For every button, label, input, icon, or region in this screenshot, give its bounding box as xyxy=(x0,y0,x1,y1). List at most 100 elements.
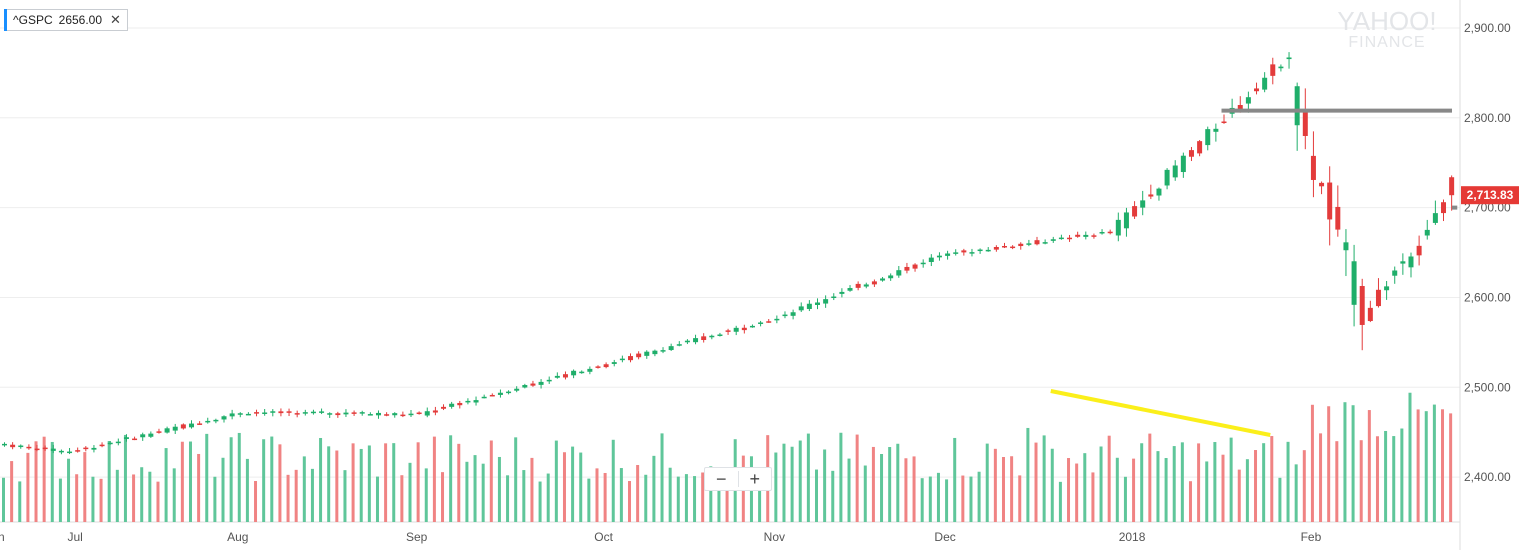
candle-body[interactable] xyxy=(481,396,487,399)
candle-body[interactable] xyxy=(1140,200,1146,208)
candle-body[interactable] xyxy=(83,447,89,450)
candle-body[interactable] xyxy=(758,322,764,324)
candle-body[interactable] xyxy=(1319,182,1325,187)
candle-body[interactable] xyxy=(1286,57,1292,60)
candle-body[interactable] xyxy=(587,368,593,372)
candle-body[interactable] xyxy=(132,438,138,441)
candle-body[interactable] xyxy=(806,303,812,309)
candle-body[interactable] xyxy=(375,412,381,416)
candle-body[interactable] xyxy=(294,413,300,415)
candle-body[interactable] xyxy=(611,362,617,364)
candle-body[interactable] xyxy=(237,413,243,415)
candle-body[interactable] xyxy=(839,291,845,294)
candle-body[interactable] xyxy=(1083,234,1089,237)
candle-body[interactable] xyxy=(863,284,869,287)
candle-body[interactable] xyxy=(441,406,447,409)
candle-body[interactable] xyxy=(140,434,146,438)
candle-body[interactable] xyxy=(684,340,690,343)
candle-body[interactable] xyxy=(514,388,520,391)
candle-body[interactable] xyxy=(254,412,260,414)
candle-body[interactable] xyxy=(912,264,918,269)
candle-body[interactable] xyxy=(888,275,894,279)
candle-body[interactable] xyxy=(636,353,642,358)
candle-body[interactable] xyxy=(424,411,430,416)
candle-body[interactable] xyxy=(180,424,186,429)
candle-body[interactable] xyxy=(164,428,170,433)
candle-body[interactable] xyxy=(1302,110,1308,136)
candle-body[interactable] xyxy=(619,358,625,361)
candle-body[interactable] xyxy=(278,411,284,414)
candle-body[interactable] xyxy=(197,423,203,425)
candle-body[interactable] xyxy=(668,346,674,351)
candle-body[interactable] xyxy=(1270,64,1276,76)
candle-body[interactable] xyxy=(554,375,560,378)
candle-body[interactable] xyxy=(286,411,292,413)
candle-body[interactable] xyxy=(1213,128,1219,132)
candle-body[interactable] xyxy=(327,413,333,415)
zoom-out-button[interactable]: − xyxy=(715,469,727,489)
candle-body[interactable] xyxy=(847,288,853,291)
candle-body[interactable] xyxy=(969,252,975,254)
candle-body[interactable] xyxy=(1205,129,1211,146)
candle-body[interactable] xyxy=(1343,242,1349,251)
candle-body[interactable] xyxy=(1180,155,1186,173)
candle-body[interactable] xyxy=(1075,234,1081,237)
candle-body[interactable] xyxy=(1091,235,1097,237)
candle-body[interactable] xyxy=(725,330,731,332)
candle-body[interactable] xyxy=(871,281,877,285)
candle-body[interactable] xyxy=(1294,86,1300,126)
candle-body[interactable] xyxy=(1148,194,1154,197)
candle-body[interactable] xyxy=(1197,141,1203,154)
candle-body[interactable] xyxy=(880,278,886,281)
candle-body[interactable] xyxy=(798,306,804,311)
candle-body[interactable] xyxy=(205,420,211,423)
candle-body[interactable] xyxy=(432,410,438,413)
candle-body[interactable] xyxy=(782,314,788,317)
candle-body[interactable] xyxy=(936,255,942,258)
candle-body[interactable] xyxy=(1416,245,1422,256)
candle-body[interactable] xyxy=(530,383,536,386)
candle-body[interactable] xyxy=(172,426,178,431)
candle-body[interactable] xyxy=(1262,77,1268,90)
candle-body[interactable] xyxy=(26,446,32,449)
candle-body[interactable] xyxy=(1432,213,1438,223)
candle-body[interactable] xyxy=(213,419,219,422)
candle-body[interactable] xyxy=(473,400,479,403)
candle-body[interactable] xyxy=(676,344,682,346)
candle-body[interactable] xyxy=(351,412,357,414)
close-icon[interactable]: ✕ xyxy=(110,12,121,27)
candle-body[interactable] xyxy=(766,321,772,323)
candle-body[interactable] xyxy=(1400,261,1406,264)
candle-body[interactable] xyxy=(660,350,666,352)
candle-body[interactable] xyxy=(1424,229,1430,236)
candle-body[interactable] xyxy=(1367,307,1373,322)
candle-body[interactable] xyxy=(1441,202,1447,214)
candle-body[interactable] xyxy=(1010,246,1016,249)
candle-body[interactable] xyxy=(384,414,390,416)
candle-body[interactable] xyxy=(701,336,707,340)
candle-body[interactable] xyxy=(1221,121,1227,124)
candle-body[interactable] xyxy=(774,318,780,321)
candle-body[interactable] xyxy=(245,413,251,416)
candle-body[interactable] xyxy=(367,414,373,416)
candle-body[interactable] xyxy=(1042,242,1048,244)
candle-body[interactable] xyxy=(99,444,105,447)
candle-body[interactable] xyxy=(1001,245,1007,248)
candle-body[interactable] xyxy=(107,442,113,445)
candle-body[interactable] xyxy=(1156,188,1162,196)
candle-body[interactable] xyxy=(603,364,609,368)
candle-body[interactable] xyxy=(693,338,699,343)
candle-body[interactable] xyxy=(1172,165,1178,178)
zoom-in-button[interactable]: + xyxy=(749,469,760,489)
candle-body[interactable] xyxy=(1384,286,1390,291)
candle-body[interactable] xyxy=(1254,88,1260,92)
candle-body[interactable] xyxy=(652,350,658,355)
candle-body[interactable] xyxy=(823,299,829,304)
candle-body[interactable] xyxy=(1245,97,1251,104)
candle-body[interactable] xyxy=(579,371,585,374)
candle-body[interactable] xyxy=(644,351,650,356)
candle-body[interactable] xyxy=(1132,206,1138,217)
candle-body[interactable] xyxy=(831,296,837,299)
candle-body[interactable] xyxy=(1335,206,1341,230)
